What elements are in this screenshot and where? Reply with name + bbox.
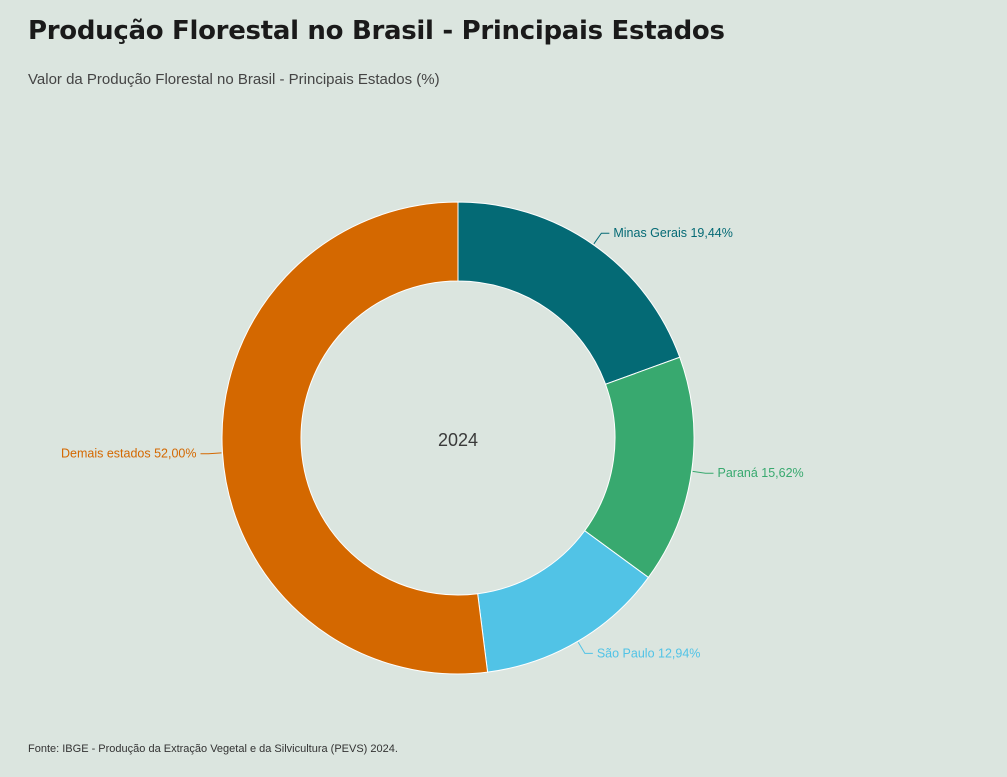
donut-center-label: 2024 [438,430,478,450]
chart-subtitle: Valor da Produção Florestal no Brasil - … [28,71,440,88]
label-demais-estados: Demais estados 52,00% [61,447,197,461]
connector-sao-paulo [577,641,593,654]
label-sao-paulo: São Paulo 12,94% [597,646,701,660]
label-minas-gerais: Minas Gerais 19,44% [613,226,733,240]
label-parana: Paraná 15,62% [718,466,804,480]
connector-minas-gerais [593,232,610,245]
connector-demais-estados [200,452,222,455]
slice-labels: Minas Gerais 19,44% Paraná 15,62% São Paul… [61,226,804,660]
chart-title: Produção Florestal no Brasil - Principai… [28,16,725,46]
donut-slices [221,201,695,675]
connector-parana [692,470,714,474]
slice-demais-estados[interactable] [221,201,489,675]
source-note: Fonte: IBGE - Produção da Extração Veget… [28,743,398,755]
